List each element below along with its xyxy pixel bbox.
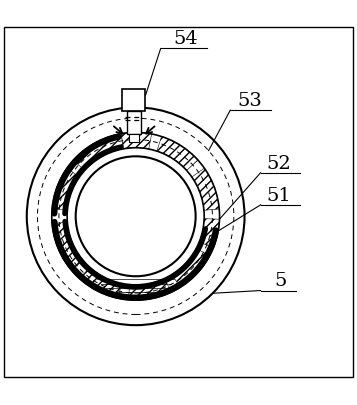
- Text: 54: 54: [173, 30, 198, 47]
- Wedge shape: [52, 223, 83, 271]
- Text: 53: 53: [237, 92, 262, 110]
- Wedge shape: [52, 169, 80, 211]
- Bar: [122, 90, 146, 112]
- Bar: [127, 112, 141, 135]
- Text: 5: 5: [274, 272, 286, 290]
- Text: 52: 52: [266, 154, 291, 172]
- Wedge shape: [192, 169, 219, 211]
- Text: 51: 51: [266, 186, 291, 204]
- Wedge shape: [80, 268, 121, 298]
- Bar: [129, 135, 139, 143]
- Wedge shape: [199, 219, 220, 248]
- Wedge shape: [73, 134, 124, 171]
- Wedge shape: [121, 133, 152, 149]
- Wedge shape: [129, 279, 171, 301]
- Wedge shape: [157, 137, 198, 171]
- Wedge shape: [172, 249, 210, 288]
